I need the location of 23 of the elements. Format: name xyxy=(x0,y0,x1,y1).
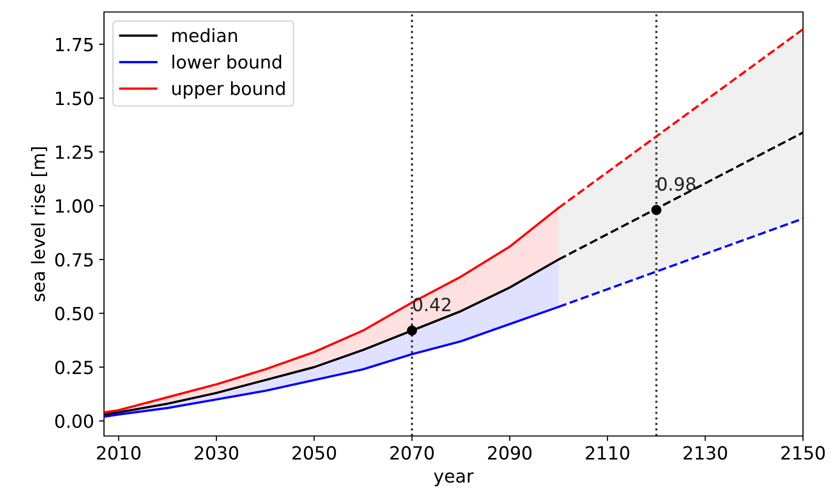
x-tick-label: 2030 xyxy=(194,446,238,460)
x-tick-label: 2070 xyxy=(390,446,434,460)
y-tick-label: 1.50 xyxy=(56,92,94,106)
y-tick-label: 0.75 xyxy=(55,252,93,267)
y-tick-label: 1.25 xyxy=(56,145,93,160)
x-tick-label: 2130 xyxy=(684,446,728,460)
y-tick-label: 0.25 xyxy=(55,360,93,374)
data-label: 0.42 xyxy=(413,298,450,312)
y-tick-label: 1.00 xyxy=(56,199,94,213)
x-tick-label: 2150 xyxy=(781,446,825,460)
x-tick-label: 2110 xyxy=(586,446,630,460)
y-tick-label: 0.00 xyxy=(55,414,94,428)
legend-label: median xyxy=(172,28,237,42)
y-tick-label: 0.50 xyxy=(55,306,94,320)
x-tick-label: 2090 xyxy=(488,446,532,460)
x-axis-title: year xyxy=(434,472,474,486)
legend-label: upper bound xyxy=(172,81,285,99)
x-tick-label: 2050 xyxy=(292,446,336,460)
data-label: 0.98 xyxy=(658,177,696,191)
legend-label: lower bound xyxy=(172,54,282,69)
y-tick-label: 1.75 xyxy=(56,38,93,52)
x-tick-label: 2010 xyxy=(97,446,140,460)
y-axis-title: sea level rise [m] xyxy=(31,147,48,302)
